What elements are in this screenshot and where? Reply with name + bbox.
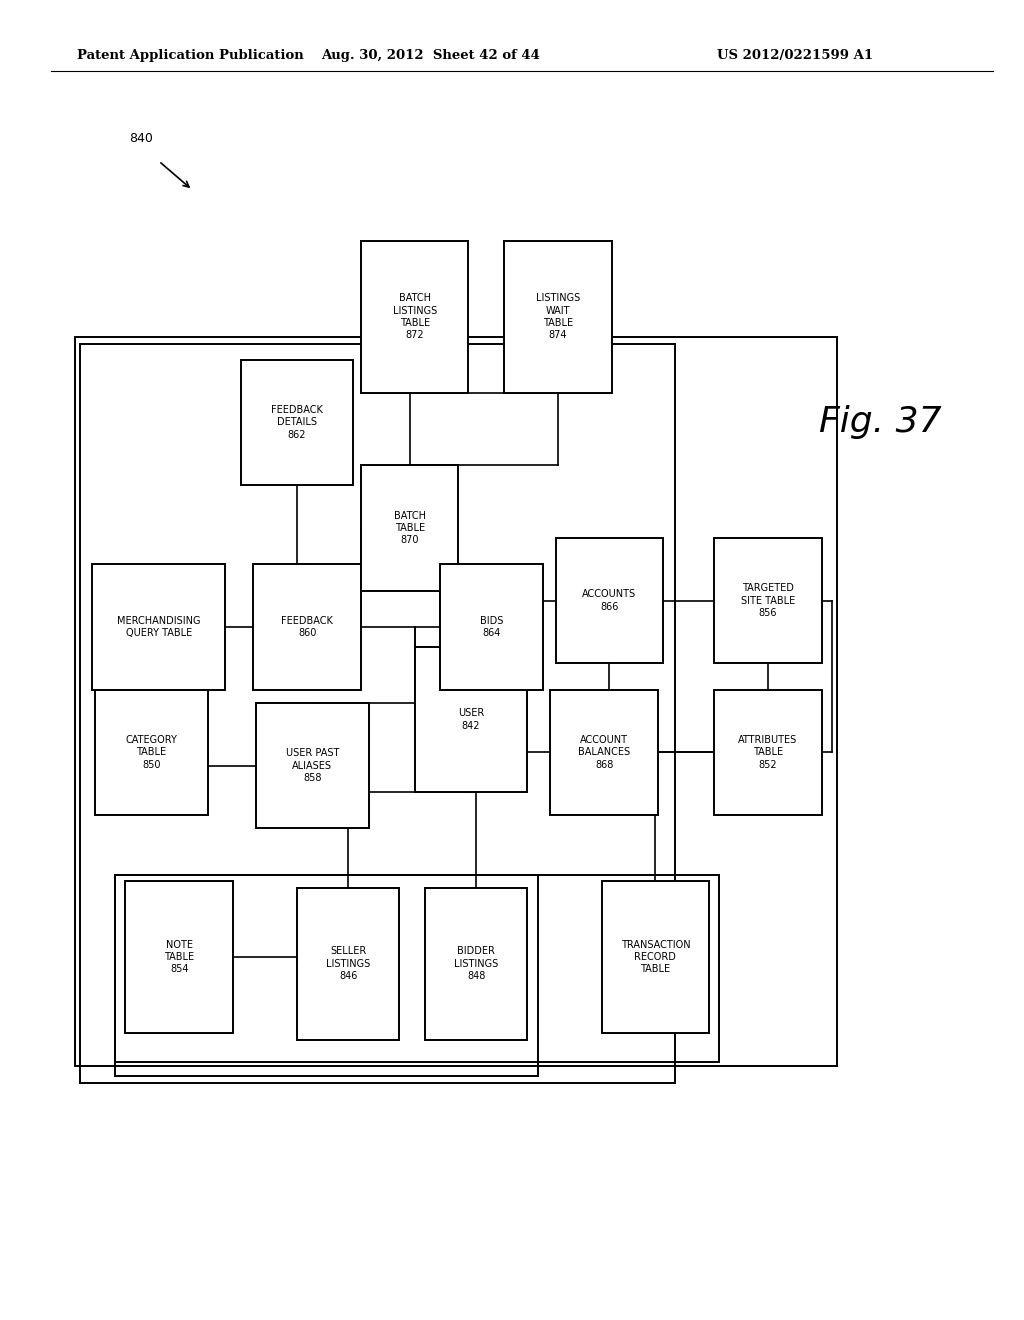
Text: ATTRIBUTES
TABLE
852: ATTRIBUTES TABLE 852 bbox=[738, 735, 798, 770]
Text: ACCOUNTS
866: ACCOUNTS 866 bbox=[583, 590, 636, 611]
Bar bbox=[75, 337, 838, 1067]
Text: SELLER
LISTINGS
846: SELLER LISTINGS 846 bbox=[326, 946, 371, 981]
Text: ACCOUNT
BALANCES
868: ACCOUNT BALANCES 868 bbox=[579, 735, 630, 770]
Text: USER PAST
ALIASES
858: USER PAST ALIASES 858 bbox=[286, 748, 339, 783]
FancyBboxPatch shape bbox=[440, 565, 543, 689]
Text: MERCHANDISING
QUERY TABLE: MERCHANDISING QUERY TABLE bbox=[117, 616, 201, 638]
FancyBboxPatch shape bbox=[361, 466, 459, 591]
Text: USER
842: USER 842 bbox=[458, 709, 484, 730]
Text: BATCH
TABLE
870: BATCH TABLE 870 bbox=[393, 511, 426, 545]
FancyBboxPatch shape bbox=[715, 689, 821, 814]
Text: US 2012/0221599 A1: US 2012/0221599 A1 bbox=[717, 49, 872, 62]
Text: BATCH
LISTINGS
TABLE
872: BATCH LISTINGS TABLE 872 bbox=[392, 293, 437, 341]
Text: TARGETED
SITE TABLE
856: TARGETED SITE TABLE 856 bbox=[741, 583, 795, 618]
Text: BIDDER
LISTINGS
848: BIDDER LISTINGS 848 bbox=[454, 946, 499, 981]
FancyBboxPatch shape bbox=[92, 565, 225, 689]
Text: FEEDBACK
DETAILS
862: FEEDBACK DETAILS 862 bbox=[271, 405, 323, 440]
Text: Fig. 37: Fig. 37 bbox=[819, 405, 942, 440]
FancyBboxPatch shape bbox=[95, 689, 208, 814]
FancyBboxPatch shape bbox=[297, 887, 399, 1040]
Text: CATEGORY
TABLE
850: CATEGORY TABLE 850 bbox=[126, 735, 177, 770]
Bar bbox=[80, 343, 676, 1082]
FancyBboxPatch shape bbox=[361, 242, 469, 393]
FancyBboxPatch shape bbox=[254, 565, 360, 689]
Text: FEEDBACK
860: FEEDBACK 860 bbox=[282, 616, 333, 638]
Bar bbox=[115, 874, 719, 1061]
Text: BIDS
864: BIDS 864 bbox=[480, 616, 503, 638]
Text: 840: 840 bbox=[129, 132, 154, 145]
Text: Patent Application Publication: Patent Application Publication bbox=[77, 49, 303, 62]
FancyBboxPatch shape bbox=[602, 882, 709, 1032]
FancyBboxPatch shape bbox=[125, 882, 232, 1032]
FancyBboxPatch shape bbox=[715, 539, 821, 663]
FancyBboxPatch shape bbox=[555, 539, 664, 663]
Text: NOTE
TABLE
854: NOTE TABLE 854 bbox=[164, 940, 195, 974]
FancyBboxPatch shape bbox=[551, 689, 657, 814]
FancyBboxPatch shape bbox=[415, 647, 527, 792]
FancyBboxPatch shape bbox=[256, 702, 369, 829]
Text: Aug. 30, 2012  Sheet 42 of 44: Aug. 30, 2012 Sheet 42 of 44 bbox=[321, 49, 540, 62]
FancyBboxPatch shape bbox=[505, 242, 612, 393]
Text: LISTINGS
WAIT
TABLE
874: LISTINGS WAIT TABLE 874 bbox=[536, 293, 581, 341]
FancyBboxPatch shape bbox=[425, 887, 527, 1040]
Bar bbox=[115, 874, 538, 1077]
Text: TRANSACTION
RECORD
TABLE: TRANSACTION RECORD TABLE bbox=[621, 940, 690, 974]
FancyBboxPatch shape bbox=[241, 359, 353, 484]
